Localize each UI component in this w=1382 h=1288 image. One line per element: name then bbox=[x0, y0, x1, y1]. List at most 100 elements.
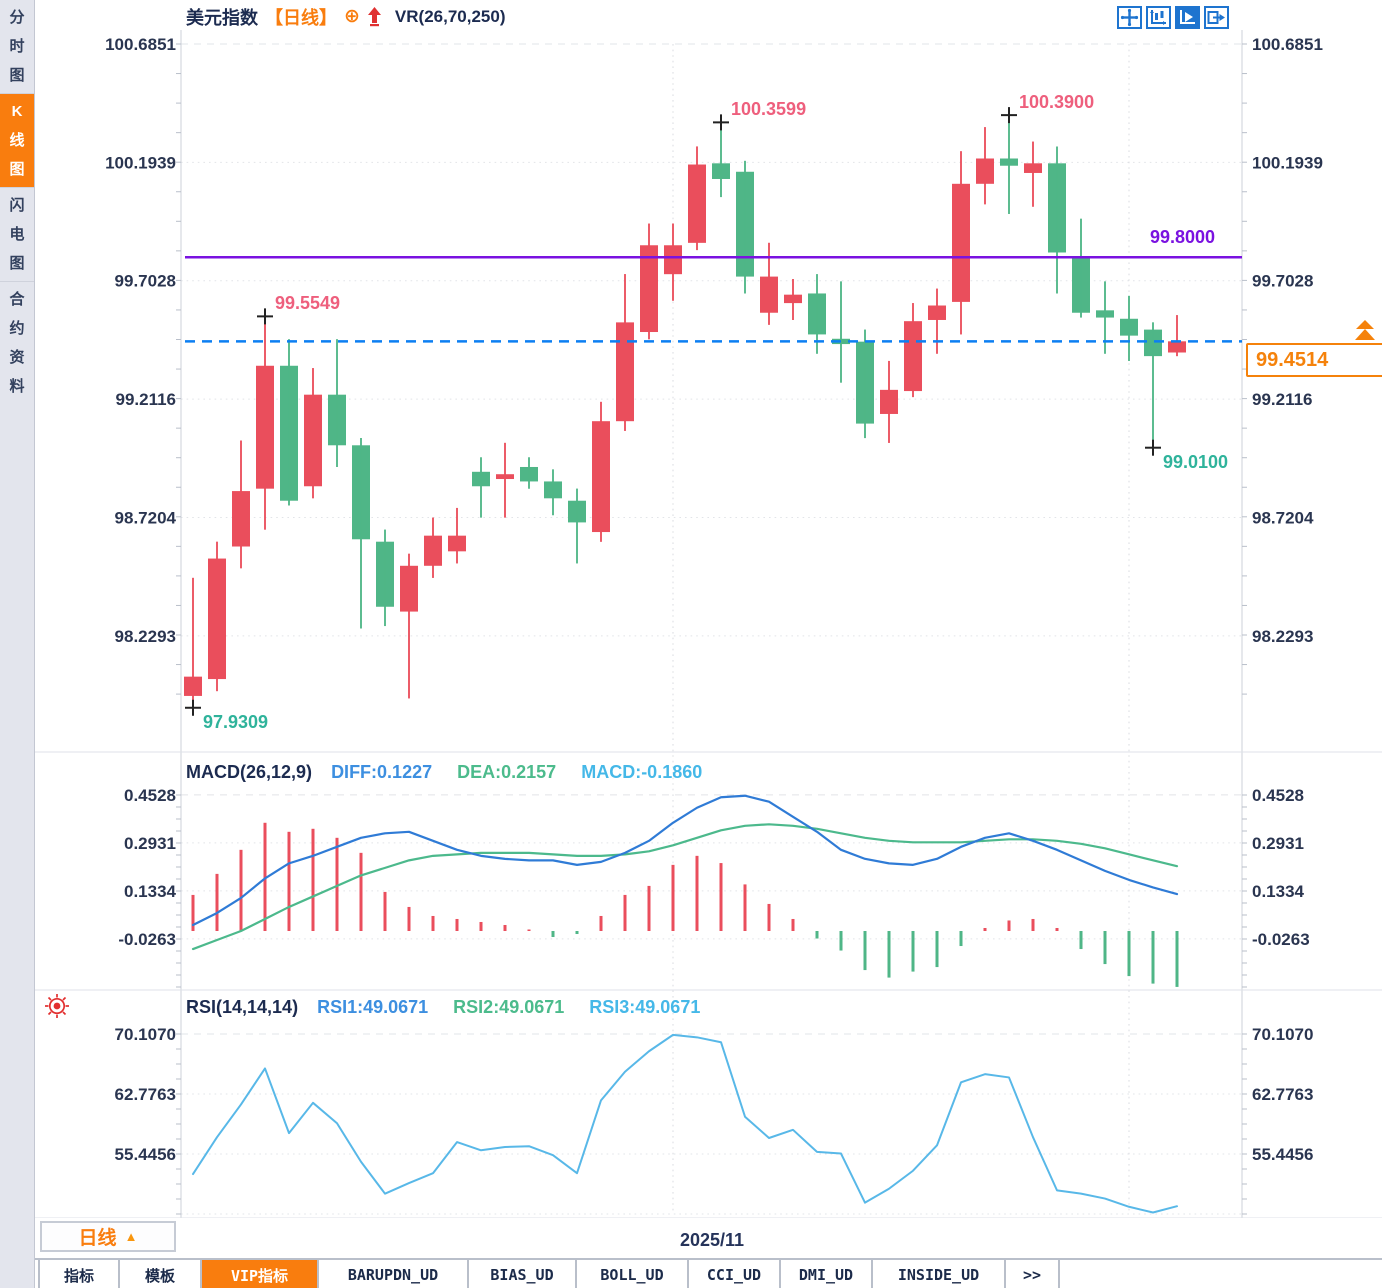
current-price-tag: 99.4514 bbox=[1246, 343, 1382, 377]
indicator-settings-sun-icon[interactable] bbox=[43, 992, 71, 1025]
rsi-axis-label-right: 70.1070 bbox=[1252, 1025, 1313, 1044]
annotation-high-100.3599: 100.3599 bbox=[731, 99, 807, 120]
macd-axis-label-right: 0.4528 bbox=[1252, 786, 1304, 805]
tab-boll_ud[interactable]: BOLL_UD bbox=[577, 1260, 689, 1288]
macd-dea-value: DEA:0.2157 bbox=[457, 762, 557, 782]
chart-header: 美元指数 【日线】 ⊕ VR(26,70,250) bbox=[186, 4, 506, 30]
price-axis-label-right: 99.2116 bbox=[1252, 390, 1313, 409]
macd-macd-value: MACD:-0.1860 bbox=[581, 762, 703, 782]
price-axis-label-left: 98.7204 bbox=[115, 508, 177, 527]
axis-scale-icon[interactable] bbox=[1146, 6, 1171, 29]
macd-histogram-bar bbox=[743, 884, 747, 931]
rsi-axis-label-left: 62.7763 bbox=[115, 1085, 176, 1104]
rsi2-value: RSI2:49.0671 bbox=[453, 997, 565, 1017]
price-axis-label-left: 99.2116 bbox=[115, 390, 176, 409]
macd-histogram-bar bbox=[623, 894, 627, 931]
price-axis-label-right: 100.6851 bbox=[1252, 35, 1323, 54]
macd-dea-line bbox=[191, 823, 1179, 951]
macd-histogram-bar bbox=[959, 931, 963, 947]
rsi-indicator-header: RSI(14,14,14) RSI1:49.0671 RSI2:49.0671 … bbox=[186, 997, 700, 1018]
macd-histogram-bar bbox=[527, 929, 531, 931]
annotation-low-97.9309: 97.9309 bbox=[203, 711, 269, 732]
macd-histogram-bar bbox=[695, 855, 699, 931]
tab-bar-spacer bbox=[35, 1260, 40, 1288]
macd-histogram-bar bbox=[1103, 931, 1107, 965]
crosshair-icon[interactable] bbox=[1117, 6, 1142, 29]
macd-histogram-bar bbox=[503, 924, 507, 931]
macd-histogram-bar bbox=[839, 931, 843, 951]
tab->>[interactable]: >> bbox=[1006, 1260, 1060, 1288]
price-axis-label-right: 98.7204 bbox=[1252, 508, 1314, 527]
price-axis-label-left: 99.7028 bbox=[115, 272, 176, 291]
macd-histogram-bar bbox=[1031, 918, 1035, 931]
sidebar-item-3[interactable]: 闪电图 bbox=[0, 187, 34, 281]
macd-histogram-bar bbox=[215, 873, 219, 931]
candlestick-series[interactable] bbox=[184, 115, 1186, 708]
period-label: 【日线】 bbox=[265, 8, 337, 28]
macd-histogram-bar bbox=[431, 915, 435, 931]
macd-histogram-bar bbox=[863, 931, 867, 971]
tab-指标[interactable]: 指标 bbox=[40, 1260, 120, 1288]
macd-axis-label-left: 0.1334 bbox=[124, 882, 177, 901]
macd-histogram-bar bbox=[887, 931, 891, 978]
symbol-title: 美元指数 bbox=[186, 8, 258, 28]
macd-histogram-bar bbox=[1151, 931, 1155, 984]
macd-title: MACD(26,12,9) bbox=[186, 762, 313, 782]
macd-histogram-bar bbox=[335, 837, 339, 931]
rsi-axis-label-right: 55.4456 bbox=[1252, 1145, 1313, 1164]
macd-axis-label-left: 0.4528 bbox=[124, 786, 176, 805]
macd-histogram-bar bbox=[287, 831, 291, 931]
tab-barupdn_ud[interactable]: BARUPDN_UD bbox=[319, 1260, 469, 1288]
period-selector-button[interactable]: 日线 ▲ bbox=[40, 1221, 176, 1252]
macd-axis-label-right: 0.1334 bbox=[1252, 882, 1305, 901]
x-axis-month-label: 2025/11 bbox=[680, 1230, 745, 1250]
price-axis-label-right: 99.7028 bbox=[1252, 272, 1313, 291]
tab-inside_ud[interactable]: INSIDE_UD bbox=[873, 1260, 1006, 1288]
overlay-indicator-label: VR(26,70,250) bbox=[394, 7, 506, 26]
annotation-high-100.3900: 100.3900 bbox=[1019, 92, 1095, 113]
rsi-axis-label-right: 62.7763 bbox=[1252, 1085, 1313, 1104]
macd-histogram-bar bbox=[671, 864, 675, 931]
macd-histogram-bar bbox=[359, 852, 363, 931]
macd-histogram-bar bbox=[767, 903, 771, 931]
macd-histogram-bar bbox=[1007, 920, 1011, 931]
tab-bias_ud[interactable]: BIAS_UD bbox=[469, 1260, 577, 1288]
price-up-arrow-icon bbox=[1352, 320, 1378, 347]
price-axis-label-right: 100.1939 bbox=[1252, 153, 1323, 172]
macd-histogram-bar bbox=[191, 894, 195, 931]
tab-vip指标[interactable]: VIP指标 bbox=[202, 1260, 319, 1288]
macd-diff-value: DIFF:0.1227 bbox=[331, 762, 433, 782]
macd-histogram-bar bbox=[911, 931, 915, 972]
price-axis-label-right: 98.2293 bbox=[1252, 627, 1313, 646]
auto-scroll-icon[interactable] bbox=[1175, 6, 1200, 29]
macd-axis-label-left: -0.0263 bbox=[118, 930, 176, 949]
rsi-axis-label-left: 55.4456 bbox=[115, 1145, 176, 1164]
price-axis-label-left: 100.1939 bbox=[105, 153, 176, 172]
chart-toolbar bbox=[1117, 6, 1229, 29]
sidebar-item-1[interactable]: 分时图 bbox=[9, 9, 25, 84]
sidebar-item-4[interactable]: 合约资料 bbox=[0, 281, 34, 404]
macd-histogram-bar bbox=[935, 931, 939, 968]
time-axis-band: 日线 ▲ 2025/11 bbox=[35, 1218, 1382, 1258]
macd-axis-label-right: 0.2931 bbox=[1252, 834, 1304, 853]
indicator-tab-bar: 指标 模板 VIP指标 BARUPDN_UD BIAS_UD BOLL_UD CCI_UD D… bbox=[35, 1258, 1382, 1288]
price-axis-label-left: 100.6851 bbox=[105, 35, 176, 54]
tab-cci_ud[interactable]: CCI_UD bbox=[689, 1260, 781, 1288]
annotation-high-99.5549: 99.5549 bbox=[275, 293, 341, 314]
macd-histogram-bar bbox=[791, 918, 795, 931]
rsi-axis-label-left: 70.1070 bbox=[115, 1025, 176, 1044]
macd-histogram-bar bbox=[1127, 931, 1131, 977]
add-indicator-icon[interactable]: ⊕ bbox=[344, 6, 360, 27]
tab-模板[interactable]: 模板 bbox=[120, 1260, 202, 1288]
macd-histogram-bar bbox=[407, 906, 411, 931]
macd-histogram-bar bbox=[1175, 931, 1179, 987]
tab-dmi_ud[interactable]: DMI_UD bbox=[781, 1260, 873, 1288]
macd-diff-line bbox=[191, 794, 1179, 927]
macd-axis-label-left: 0.2931 bbox=[124, 834, 176, 853]
go-to-latest-icon[interactable] bbox=[1204, 6, 1229, 29]
macd-histogram-bar bbox=[1055, 927, 1059, 931]
